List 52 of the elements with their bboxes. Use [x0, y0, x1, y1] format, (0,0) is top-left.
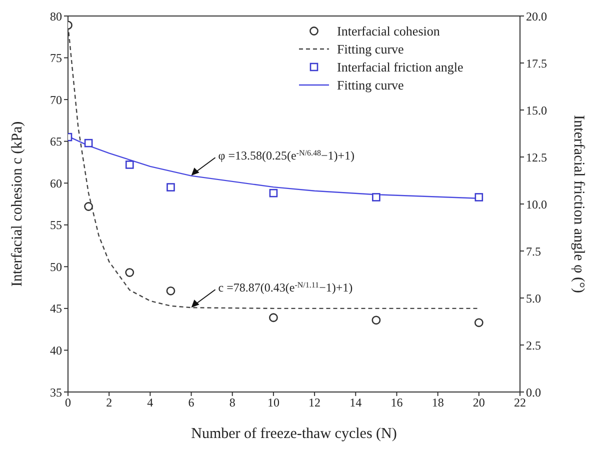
x-tick-label: 0 — [65, 396, 71, 410]
y-tick-label: 75 — [50, 51, 62, 66]
point — [166, 286, 176, 296]
point — [125, 160, 134, 169]
y-tick-label: 50 — [50, 260, 62, 274]
point — [474, 318, 484, 328]
x-tick-label: 10 — [267, 396, 280, 410]
legend-label: Fitting curve — [337, 42, 404, 56]
y-tick-label: 35 — [50, 385, 62, 400]
x-tick-label: 14 — [350, 396, 362, 410]
legend-label: Interfacial friction angle — [337, 60, 464, 74]
y-tick-label: 40 — [50, 343, 62, 358]
annotation: φ =13.58(0.25(e$^{-N/6.48}$−1)+1) — [218, 148, 354, 163]
legend-label: Fitting curve — [337, 78, 404, 92]
y2-tick-label: 17.5 — [526, 56, 547, 70]
x-tick-label: 6 — [188, 396, 194, 410]
x-tick-label: 18 — [432, 396, 444, 410]
point — [372, 316, 381, 325]
y2-tick-label: 5.0 — [526, 291, 541, 306]
y2-tick-label: 2.5 — [526, 338, 541, 352]
y-tick-label: 80 — [50, 9, 62, 24]
annotation: c =78.87(0.43(e$^{-N/1.11}$−1)+1) — [218, 280, 353, 295]
x-tick-label: 8 — [229, 396, 236, 410]
x-tick-label: 20 — [472, 396, 485, 410]
y2-tick-label: 0.0 — [526, 385, 541, 400]
x-axis-title: Number of freeze-thaw cycles (N) — [191, 426, 397, 442]
point — [125, 268, 134, 277]
point — [84, 202, 93, 211]
point — [84, 138, 93, 148]
y-axis-title: Interfacial cohesion c (kPa) — [9, 121, 26, 287]
point — [474, 193, 484, 202]
x-tick-label: 16 — [390, 396, 403, 410]
y2-tick-label: 12.5 — [526, 150, 547, 164]
y2-tick-label: 20.0 — [526, 9, 547, 24]
y-tick-label: 55 — [50, 218, 62, 232]
y-tick-label: 65 — [50, 134, 62, 149]
point — [269, 313, 278, 322]
y2-axis-title: Interfacial friction angle φ (°) — [570, 115, 587, 293]
y-tick-label: 60 — [50, 176, 62, 190]
point — [269, 188, 278, 198]
x-tick-label: 2 — [106, 396, 112, 410]
y2-tick-label: 7.5 — [526, 244, 541, 258]
point — [166, 183, 175, 192]
y-tick-label: 45 — [50, 302, 62, 316]
x-tick-label: 22 — [514, 396, 526, 410]
x-tick-label: 12 — [308, 396, 321, 410]
y2-tick-label: 10.0 — [526, 197, 547, 212]
y2-tick-label: 15.0 — [526, 103, 547, 118]
x-tick-label: 4 — [147, 396, 154, 410]
y-tick-label: 70 — [50, 92, 62, 107]
point — [372, 193, 380, 202]
legend-label: Interfacial cohesion — [337, 24, 440, 38]
